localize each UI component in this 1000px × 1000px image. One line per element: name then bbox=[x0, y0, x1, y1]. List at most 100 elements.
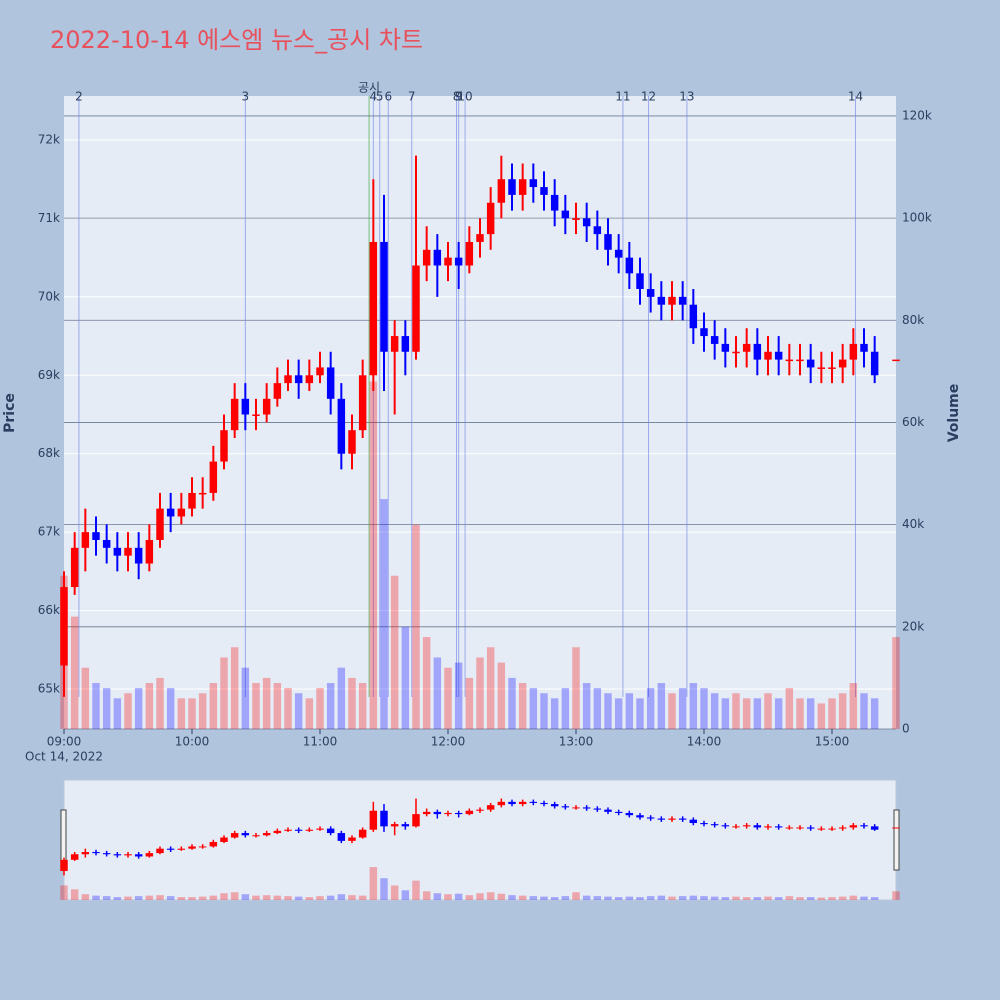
mini-volume-bar bbox=[454, 893, 463, 900]
volume-bar bbox=[657, 683, 666, 729]
candle-body bbox=[849, 343, 858, 360]
y-tick-label: 69k bbox=[38, 368, 60, 382]
candle-body bbox=[241, 398, 250, 415]
range-handle-right[interactable] bbox=[893, 809, 900, 871]
volume-bar bbox=[828, 698, 836, 729]
mini-candle-body bbox=[145, 853, 154, 857]
mini-candle-body bbox=[849, 825, 858, 828]
mini-candle-body bbox=[380, 810, 388, 827]
mini-candle-body bbox=[710, 824, 719, 826]
y2-tick-label: 60k bbox=[902, 415, 924, 429]
candle-body bbox=[508, 179, 516, 195]
mini-volume-bar bbox=[369, 867, 378, 900]
mini-candle-body bbox=[636, 815, 644, 818]
candle-body bbox=[444, 257, 452, 266]
volume-bar bbox=[540, 693, 548, 729]
candle-body bbox=[892, 359, 900, 362]
x-tick-label: 15:00 bbox=[815, 735, 850, 749]
candle-body bbox=[188, 492, 196, 509]
y2-tick-label: 0 bbox=[902, 722, 910, 736]
mini-volume-bar bbox=[134, 896, 143, 900]
candle-body bbox=[700, 328, 708, 337]
volume-bar bbox=[561, 688, 570, 729]
mini-candle-body bbox=[465, 810, 474, 815]
mini-candle-body bbox=[337, 833, 346, 841]
mini-volume-bar bbox=[60, 885, 68, 900]
mini-candle-body bbox=[252, 835, 260, 837]
event-label: 10 bbox=[457, 90, 472, 104]
mini-volume-bar bbox=[486, 892, 495, 900]
volume-bar bbox=[764, 693, 772, 729]
mini-volume-bar bbox=[508, 895, 516, 900]
volume-bar bbox=[774, 698, 783, 729]
candle-body bbox=[497, 179, 506, 203]
mini-volume-bar bbox=[774, 897, 783, 900]
candle-body bbox=[796, 359, 804, 362]
mini-volume-bar bbox=[390, 885, 399, 900]
mini-candle-body bbox=[348, 837, 356, 841]
mini-volume-bar bbox=[198, 896, 207, 900]
mini-candle-body bbox=[305, 829, 314, 831]
x-tick-label: 09:00 bbox=[47, 735, 82, 749]
candle-body bbox=[860, 343, 868, 352]
mini-volume-bar bbox=[316, 896, 324, 900]
candle-body bbox=[753, 343, 762, 360]
volume-bar bbox=[476, 657, 484, 729]
mini-volume-bar bbox=[678, 896, 687, 900]
mini-candle-body bbox=[518, 801, 527, 805]
mini-candle-body bbox=[220, 837, 228, 842]
volume-bar bbox=[614, 698, 623, 729]
mini-volume-bar bbox=[284, 896, 292, 900]
mini-candle-body bbox=[860, 825, 868, 827]
mini-candle-body bbox=[732, 826, 740, 828]
mini-candle-body bbox=[124, 854, 132, 856]
volume-bar bbox=[870, 698, 879, 729]
mini-candle-body bbox=[102, 853, 111, 855]
volume-bar bbox=[849, 683, 858, 729]
volume-bar bbox=[700, 688, 708, 729]
mini-volume-bar bbox=[337, 894, 346, 900]
mini-candle-body bbox=[796, 827, 804, 829]
volume-bar bbox=[188, 698, 196, 729]
candle-body bbox=[828, 367, 836, 369]
candle-body bbox=[604, 234, 612, 250]
mini-candle-body bbox=[113, 854, 122, 856]
mini-candle-body bbox=[892, 827, 900, 829]
candle-body bbox=[529, 179, 538, 188]
volume-bar bbox=[486, 647, 495, 729]
event-label: 14 bbox=[848, 90, 863, 104]
candle-body bbox=[732, 351, 740, 354]
mini-volume-bar bbox=[252, 895, 260, 900]
candle-body bbox=[774, 351, 783, 360]
mini-volume-bar bbox=[145, 895, 154, 900]
y-axis-title: Price bbox=[2, 393, 18, 433]
candle-body bbox=[614, 249, 623, 258]
mini-volume-bar bbox=[326, 895, 335, 900]
candle-body bbox=[838, 359, 847, 368]
candle-body bbox=[294, 375, 303, 384]
mini-volume-bar bbox=[582, 895, 591, 900]
candle-body bbox=[646, 289, 655, 297]
mini-volume-bar bbox=[785, 896, 794, 900]
mini-volume-bar bbox=[550, 897, 559, 900]
x-tick-label: 12:00 bbox=[431, 735, 466, 749]
candle-body bbox=[764, 351, 772, 360]
y2-tick-label: 20k bbox=[902, 619, 924, 633]
candle-body bbox=[870, 351, 879, 376]
mini-candle-body bbox=[284, 829, 292, 831]
candle-body bbox=[625, 257, 634, 274]
range-slider[interactable] bbox=[63, 779, 897, 901]
mini-candle-body bbox=[550, 804, 559, 807]
candle-body bbox=[316, 367, 324, 376]
mini-candle-body bbox=[828, 828, 836, 830]
volume-bar bbox=[113, 698, 122, 729]
candle-body bbox=[433, 249, 442, 266]
volume-bar bbox=[742, 698, 751, 729]
mini-volume-bar bbox=[764, 896, 772, 900]
candle-body bbox=[70, 547, 79, 588]
candle-body bbox=[540, 187, 548, 195]
mini-volume-bar bbox=[358, 895, 367, 900]
mini-volume-bar bbox=[220, 893, 228, 900]
mini-candle-body bbox=[60, 859, 68, 871]
mini-candle-body bbox=[433, 811, 442, 815]
